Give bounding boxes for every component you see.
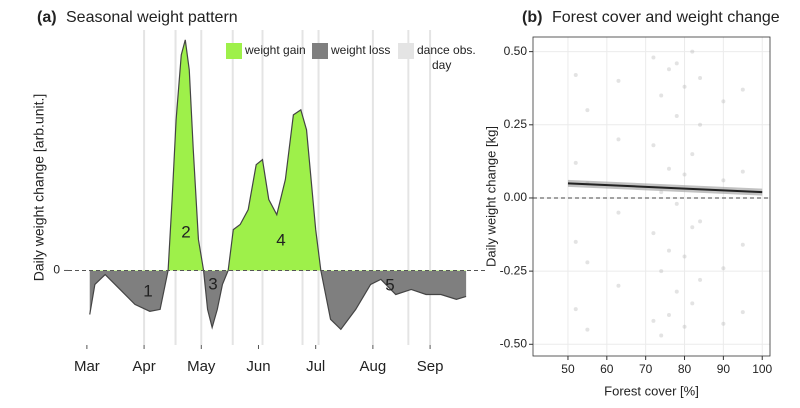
legend-line: day — [432, 58, 451, 72]
point — [721, 321, 726, 326]
point — [666, 166, 671, 171]
point — [659, 190, 664, 195]
y-tick-label: -0.50 — [500, 336, 528, 350]
point — [666, 248, 671, 253]
legend-swatch — [398, 43, 414, 59]
x-tick-label: 100 — [752, 362, 772, 376]
point — [674, 114, 679, 119]
point — [585, 108, 590, 113]
season-label: 4 — [276, 230, 285, 249]
season-label: 1 — [143, 281, 152, 300]
point — [651, 318, 656, 323]
legend-label: weight loss — [330, 43, 390, 57]
point — [659, 93, 664, 98]
y-tick-label: 0.50 — [504, 44, 528, 58]
point — [616, 78, 621, 83]
point — [721, 178, 726, 183]
point — [690, 301, 695, 306]
point — [698, 75, 703, 80]
point — [690, 225, 695, 230]
point — [616, 137, 621, 142]
point — [682, 172, 687, 177]
y-tick-label: 0.00 — [504, 190, 528, 204]
point — [651, 55, 656, 60]
chart-title: Seasonal weight pattern — [66, 9, 238, 26]
point — [585, 327, 590, 332]
point — [740, 169, 745, 174]
point — [651, 231, 656, 236]
y-tick-label: -0.25 — [500, 263, 528, 277]
x-tick-label: Apr — [132, 358, 155, 375]
point — [698, 122, 703, 127]
x-tick-label: May — [187, 358, 216, 375]
x-tick-label: 60 — [600, 362, 614, 376]
x-tick-label: 70 — [639, 362, 653, 376]
curve-line — [89, 39, 467, 331]
legend-label: dance obs. day — [417, 43, 479, 72]
point — [659, 333, 664, 338]
point — [698, 277, 703, 282]
legend-line: dance obs. — [417, 43, 479, 57]
point — [682, 324, 687, 329]
season-label: 2 — [181, 222, 190, 241]
legend-swatch — [226, 43, 242, 59]
loss-area — [89, 271, 467, 330]
point — [721, 99, 726, 104]
point — [674, 61, 679, 66]
x-tick-label: 80 — [678, 362, 692, 376]
x-tick-label: 90 — [717, 362, 731, 376]
point — [666, 313, 671, 318]
point — [573, 73, 578, 78]
x-axis-label: Forest cover [%] — [604, 383, 699, 398]
x-tick-label: Aug — [360, 358, 387, 375]
x-tick-label: Sep — [417, 358, 444, 375]
point — [682, 84, 687, 89]
point — [682, 254, 687, 259]
point — [674, 289, 679, 294]
point — [698, 219, 703, 224]
panel-label: (a) — [37, 9, 57, 26]
y-axis-label: Daily weight change [arb.unit.] — [31, 94, 47, 282]
point — [740, 87, 745, 92]
point — [573, 307, 578, 312]
point — [674, 201, 679, 206]
point — [616, 283, 621, 288]
point — [740, 310, 745, 315]
fit-line — [567, 182, 763, 194]
season-label: 3 — [208, 274, 217, 293]
point — [690, 152, 695, 157]
gain-area — [89, 39, 467, 271]
y-tick-label: 0.25 — [504, 117, 528, 131]
point — [721, 266, 726, 271]
legend-label: weight gain — [244, 43, 306, 57]
x-tick-label: Jul — [306, 358, 325, 375]
point — [659, 269, 664, 274]
legend-swatch — [312, 43, 328, 59]
point — [690, 49, 695, 54]
point — [573, 239, 578, 244]
point — [585, 260, 590, 265]
y-axis-label: Daily weight change [kg] — [483, 126, 498, 267]
x-tick-label: 50 — [561, 362, 575, 376]
point — [651, 143, 656, 148]
plot-border — [532, 36, 771, 357]
x-tick-label: Mar — [74, 358, 100, 375]
point — [666, 67, 671, 72]
season-label: 5 — [385, 275, 394, 294]
chart-title: Forest cover and weight change — [552, 9, 780, 26]
point — [740, 242, 745, 247]
panel-label: (b) — [522, 9, 542, 26]
x-tick-label: Jun — [246, 358, 270, 375]
point — [573, 160, 578, 165]
point — [616, 210, 621, 215]
y-tick-label: 0 — [53, 263, 60, 277]
